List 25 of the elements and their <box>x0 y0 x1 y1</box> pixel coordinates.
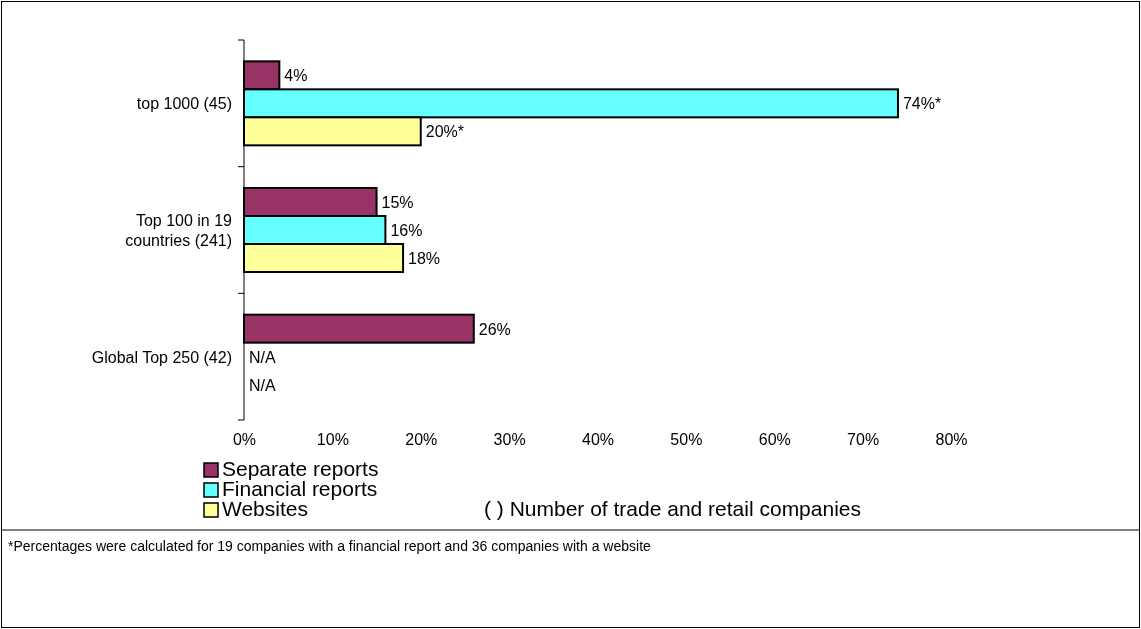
data-label: 20%* <box>425 123 464 141</box>
y-tick-label: top 1000 (45) <box>136 95 232 113</box>
legend-label: Websites <box>222 497 308 520</box>
x-tick-label: 70% <box>847 431 880 449</box>
x-tick-label: 0% <box>232 431 257 449</box>
y-tick-label: Global Top 250 (42) <box>91 348 232 366</box>
y-tick-label: Top 100 in 19 countries (241) <box>125 212 233 249</box>
x-tick-label: 80% <box>935 431 968 449</box>
text: N/A <box>249 348 276 366</box>
text: N/A <box>249 376 276 394</box>
x-tick-label: 40% <box>581 431 615 449</box>
x-tick-label: 20% <box>405 431 438 449</box>
legend-label: Separate reports <box>222 457 379 480</box>
data-label: 74%* <box>902 95 942 113</box>
text: ( ) Number of trade and retail companies <box>484 497 862 520</box>
data-label: 18% <box>408 250 441 267</box>
data-label: 15% <box>381 194 414 211</box>
x-tick-label: 50% <box>670 431 703 449</box>
data-label: 16% <box>390 222 423 239</box>
data-label: 26% <box>478 320 511 338</box>
text: *Percentages were calculated for 19 companies with a financial report and 36 companies with a website <box>8 538 652 554</box>
data-label: 4% <box>284 67 308 85</box>
x-tick-label: 60% <box>758 431 791 449</box>
x-tick-label: 30% <box>493 431 526 449</box>
x-tick-label: 10% <box>316 431 349 449</box>
